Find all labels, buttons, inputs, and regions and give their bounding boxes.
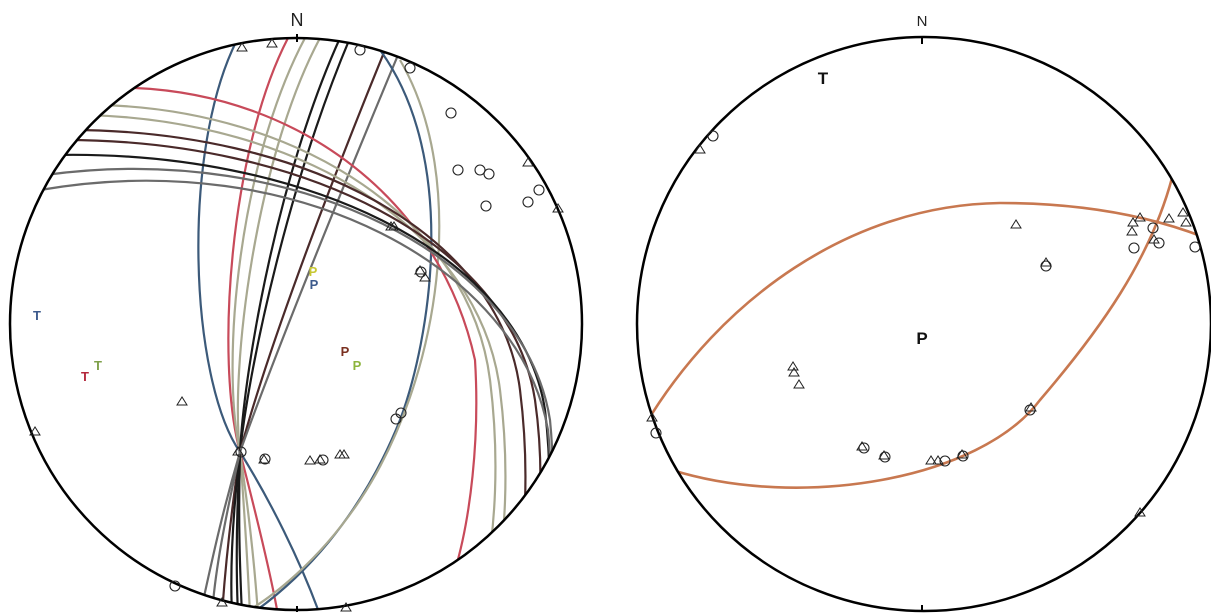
nodal-plane bbox=[44, 167, 554, 546]
triangle-marker bbox=[338, 449, 350, 459]
left-north-label: N bbox=[291, 10, 304, 30]
triangle-marker bbox=[552, 203, 564, 213]
triangle-marker bbox=[1126, 226, 1138, 236]
nodal-plane bbox=[643, 201, 1211, 426]
t-axis-label: T bbox=[818, 69, 829, 88]
triangle-marker bbox=[1163, 213, 1175, 223]
triangle-marker bbox=[932, 455, 944, 465]
circle-marker bbox=[483, 168, 495, 180]
circle-marker bbox=[707, 130, 719, 142]
circle-marker bbox=[1128, 242, 1140, 254]
left-stereonet: N bbox=[8, 10, 584, 612]
triangle-marker bbox=[266, 38, 278, 48]
triangle-marker bbox=[788, 367, 800, 377]
triangle-marker bbox=[1127, 217, 1139, 227]
triangle-marker bbox=[1134, 507, 1146, 517]
circle-marker bbox=[169, 580, 181, 592]
triangle-marker bbox=[1180, 217, 1192, 227]
triangle-marker bbox=[258, 454, 270, 464]
triangle-marker bbox=[419, 272, 431, 282]
circle-marker bbox=[533, 184, 545, 196]
triangle-marker bbox=[1010, 219, 1022, 229]
t-axis-label: T bbox=[94, 358, 102, 373]
left-primitive-circle bbox=[8, 36, 584, 612]
triangle-marker bbox=[29, 426, 41, 436]
triangle-marker bbox=[793, 379, 805, 389]
circle-marker bbox=[445, 107, 457, 119]
circle-marker bbox=[650, 427, 662, 439]
right-north-label: N bbox=[917, 13, 928, 30]
circle-marker bbox=[522, 196, 534, 208]
nodal-plane bbox=[227, 38, 289, 610]
circle-marker bbox=[1147, 222, 1159, 234]
circle-marker bbox=[390, 413, 402, 425]
left-nodal-planes bbox=[39, 38, 554, 610]
triangle-marker bbox=[856, 441, 868, 451]
circle-marker bbox=[404, 62, 416, 74]
nodal-plane bbox=[220, 49, 387, 610]
p-axis-label: P bbox=[309, 264, 318, 279]
nodal-plane bbox=[231, 38, 306, 610]
circle-marker bbox=[858, 442, 870, 454]
triangle-marker bbox=[925, 455, 937, 465]
p-axis-label: P bbox=[310, 277, 319, 292]
triangle-marker bbox=[304, 455, 316, 465]
triangle-marker bbox=[1134, 212, 1146, 222]
triangle-marker bbox=[694, 144, 706, 154]
nodal-plane bbox=[249, 49, 433, 610]
circle-marker bbox=[259, 453, 271, 465]
nodal-plane bbox=[69, 128, 527, 591]
t-axis-label: T bbox=[81, 369, 89, 384]
nodal-plane bbox=[99, 103, 497, 581]
right-stereonet: N bbox=[635, 13, 1211, 613]
nodal-plane bbox=[238, 38, 342, 610]
triangle-marker bbox=[232, 446, 244, 456]
nodal-plane bbox=[236, 38, 321, 610]
circle-marker bbox=[235, 446, 247, 458]
circle-marker bbox=[354, 44, 366, 56]
triangle-marker bbox=[340, 602, 352, 612]
t-axis-label: T bbox=[33, 308, 41, 323]
p-axis-label: P bbox=[341, 344, 350, 359]
triangle-marker bbox=[1148, 234, 1160, 244]
nodal-plane bbox=[84, 113, 507, 591]
circle-marker bbox=[317, 454, 329, 466]
triangle-marker bbox=[236, 42, 248, 52]
triangle-marker bbox=[176, 396, 188, 406]
left-circle-markers bbox=[169, 44, 545, 592]
triangle-marker bbox=[1040, 257, 1052, 267]
circle-marker bbox=[452, 164, 464, 176]
triangle-marker bbox=[314, 454, 326, 464]
circle-marker bbox=[939, 455, 951, 467]
nodal-plane bbox=[197, 38, 322, 610]
triangle-marker bbox=[956, 449, 968, 459]
triangle-marker bbox=[878, 450, 890, 460]
right-triangle-markers bbox=[646, 144, 1192, 517]
nodal-plane bbox=[198, 54, 400, 610]
nodal-plane bbox=[235, 38, 352, 610]
triangle-marker bbox=[1177, 207, 1189, 217]
nodal-plane bbox=[64, 138, 542, 591]
right-nodal-planes bbox=[643, 177, 1211, 489]
nodal-plane bbox=[210, 451, 242, 610]
nodal-plane bbox=[239, 59, 441, 610]
p-axis-label: P bbox=[916, 329, 927, 348]
p-axis-label: P bbox=[353, 358, 362, 373]
circle-marker bbox=[480, 200, 492, 212]
circle-marker bbox=[1189, 241, 1201, 253]
triangle-marker bbox=[216, 597, 228, 607]
triangle-marker bbox=[1025, 402, 1037, 412]
triangle-marker bbox=[414, 265, 426, 275]
nodal-plane bbox=[134, 86, 478, 571]
right-primitive-circle bbox=[635, 35, 1211, 613]
triangle-marker bbox=[522, 157, 534, 167]
circle-marker bbox=[474, 164, 486, 176]
triangle-marker bbox=[388, 221, 400, 231]
triangle-marker bbox=[646, 412, 658, 422]
left-triangle-markers bbox=[29, 38, 564, 612]
nodal-plane bbox=[230, 451, 242, 610]
